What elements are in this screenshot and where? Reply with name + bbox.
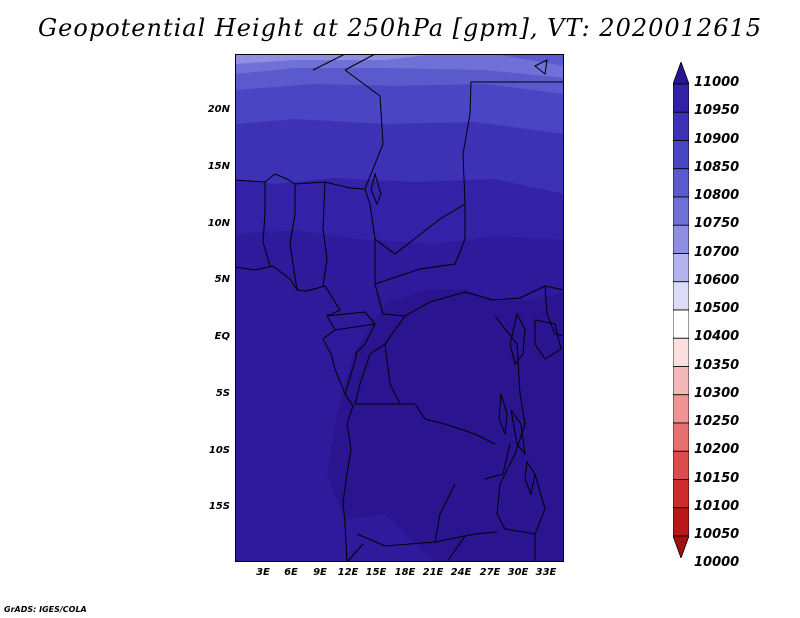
colorbar-label: 10750 [694,216,740,232]
colorbar-label: 10150 [694,470,740,486]
colorbar-swatch [673,507,689,537]
colorbar-label: 10850 [694,159,740,175]
grads-credit: GrADS: IGES/COLA [4,605,87,614]
x-tick-label: 27E [479,567,501,578]
x-tick-label: 9E [313,567,327,578]
colorbar [673,62,689,558]
colorbar-swatch [673,111,689,141]
y-tick-label: 15S [208,501,230,512]
colorbar-swatch [673,309,689,339]
map-panel [235,54,564,562]
colorbar-label: 10050 [694,527,740,542]
colorbar-swatch [673,140,689,170]
chart-title: Geopotential Height at 250hPa [gpm], VT:… [38,14,762,42]
colorbar-label: 10500 [694,301,740,316]
colorbar-swatch [673,224,689,254]
colorbar-label: 10200 [694,442,740,458]
colorbar-label: 10950 [694,103,740,119]
colorbar-label: 10400 [694,329,740,345]
y-tick-label: 10N [207,218,230,229]
colorbar-swatch [673,422,689,452]
y-tick-label: 10S [208,445,230,456]
colorbar-bottom-arrow [673,535,689,558]
colorbar-swatch [673,366,689,396]
colorbar-top-arrow [673,62,689,85]
y-tick-label: 20N [207,104,230,115]
x-tick-label: 12E [337,567,359,578]
colorbar-swatch [673,196,689,226]
colorbar-label: 11000 [694,75,740,90]
y-tick-label: 15N [207,161,230,172]
x-tick-label: 33E [535,567,557,578]
x-tick-label: 30E [507,567,529,578]
colorbar-label: 10000 [694,555,740,571]
colorbar-swatch [673,337,689,367]
x-tick-label: 3E [256,567,270,578]
colorbar-swatch [673,83,689,113]
colorbar-label: 10350 [694,357,740,373]
map-border [235,54,564,562]
colorbar-label: 10700 [694,244,740,260]
colorbar-swatch [673,394,689,424]
x-tick-label: 21E [422,567,444,578]
colorbar-label: 10300 [694,385,740,401]
x-tick-label: 18E [394,567,416,578]
y-tick-label: 5S [215,388,230,399]
lakes [370,59,562,496]
y-tick-label: 5N [214,274,230,285]
country-borders [235,54,564,562]
x-tick-label: 24E [450,567,472,578]
colorbar-label: 10100 [694,498,740,514]
colorbar-swatch [673,479,689,509]
x-tick-label: 15E [365,567,387,578]
colorbar-label: 10900 [694,131,740,147]
colorbar-swatch [673,168,689,198]
colorbar-swatch [673,281,689,311]
colorbar-swatch [673,253,689,283]
colorbar-swatch [673,450,689,480]
y-tick-label: EQ [214,331,230,342]
colorbar-label: 10800 [694,188,740,203]
colorbar-label: 10250 [694,414,740,429]
colorbar-label: 10600 [694,272,740,288]
x-tick-label: 6E [284,567,298,578]
